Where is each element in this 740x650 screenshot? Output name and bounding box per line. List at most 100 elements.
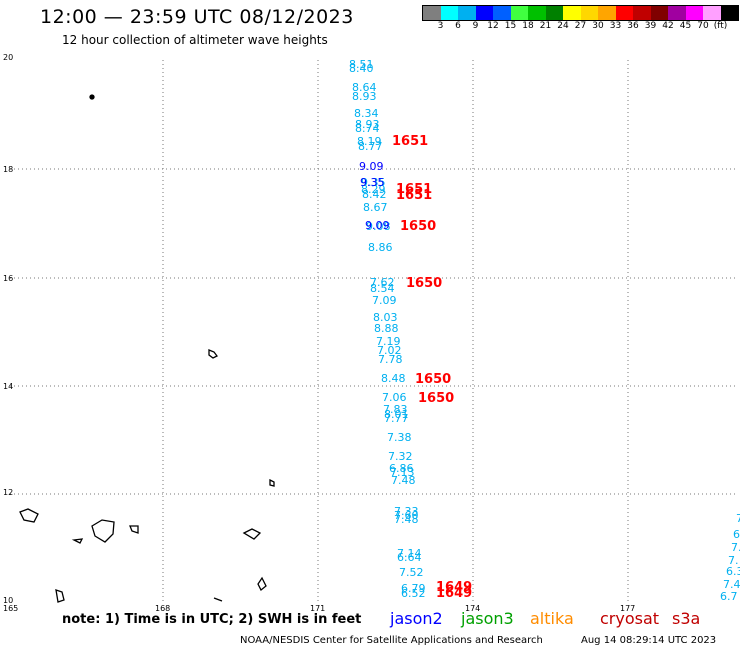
swh-value: 8.77 bbox=[358, 140, 383, 153]
color-scale-labels: 3 6 9 12 15 18 21 24 27 30 33 36 39 42 45 70 (ft) bbox=[422, 21, 740, 33]
coastlines bbox=[19, 94, 275, 603]
swh-value: 7.06 bbox=[382, 391, 407, 404]
island bbox=[129, 525, 139, 534]
color-scale-bar bbox=[422, 5, 739, 21]
color-swatch bbox=[720, 6, 738, 20]
swh-value: 7.13 bbox=[390, 466, 415, 479]
swh-value: 7.14 bbox=[397, 547, 422, 560]
color-scale-label: 6 bbox=[455, 21, 461, 31]
color-swatch bbox=[475, 6, 493, 20]
credit-line: NOAA/NESDIS Center for Satellite Applica… bbox=[240, 635, 543, 646]
color-scale-label: 12 bbox=[487, 21, 499, 31]
pass-time: 1651 bbox=[396, 188, 432, 203]
x-tick-label: 177 bbox=[620, 604, 635, 613]
swh-value: 8.67 bbox=[363, 201, 388, 214]
map-gridlines bbox=[10, 60, 738, 601]
edge-swh-values: 7 6 7. 7. 6.3 7.4 6.7 bbox=[720, 512, 740, 603]
color-swatch bbox=[458, 6, 476, 20]
color-swatch bbox=[510, 6, 528, 20]
color-swatch bbox=[615, 6, 633, 20]
swh-value: 8.03 bbox=[373, 311, 398, 324]
pass-time: 1650 bbox=[406, 276, 442, 291]
pass-time: 1650 bbox=[415, 372, 451, 387]
swh-value: 6 bbox=[733, 528, 740, 541]
jason2-swh-values: 9.09 9.35 9.09 bbox=[359, 160, 390, 232]
island bbox=[71, 538, 84, 544]
footer-note: note: 1) Time is in UTC; 2) SWH is in fe… bbox=[62, 612, 362, 627]
color-scale-label: 21 bbox=[539, 21, 552, 31]
pass-time-labels: 1651 1651 1651 1650 1650 1650 1650 1649 … bbox=[392, 134, 472, 601]
jason3-swh-values: 8.51 8.40 8.64 8.93 8.34 8.93 8.74 8.19 … bbox=[349, 58, 426, 600]
color-swatch bbox=[545, 6, 563, 20]
swh-value: 8.19 bbox=[357, 135, 382, 148]
swh-value: 7.78 bbox=[378, 353, 403, 366]
legend-cryosat: cryosat bbox=[600, 609, 660, 628]
swh-value: 8.88 bbox=[374, 322, 399, 335]
y-tick-label: 20 bbox=[3, 53, 13, 62]
swh-value: 8.51 bbox=[349, 58, 374, 71]
swh-value: 6.64 bbox=[397, 551, 422, 564]
swh-value: 8.48 bbox=[381, 372, 406, 385]
color-scale-label: 15 bbox=[504, 21, 517, 31]
swh-value: 6.52 bbox=[401, 587, 426, 600]
color-swatch bbox=[563, 6, 581, 20]
swh-value: 8.29 bbox=[361, 183, 386, 196]
island bbox=[91, 519, 115, 543]
x-tick-label: 168 bbox=[155, 604, 170, 613]
color-swatch bbox=[423, 6, 441, 20]
swh-value: 8.86 bbox=[368, 241, 393, 254]
color-scale-label: 70 bbox=[697, 21, 709, 31]
color-scale-label: 18 bbox=[522, 21, 534, 31]
island bbox=[213, 597, 223, 602]
pass-time: 1651 bbox=[396, 182, 432, 197]
swh-value: 9.09 bbox=[359, 160, 384, 173]
color-swatch bbox=[598, 6, 616, 20]
y-tick-label: 14 bbox=[3, 382, 13, 391]
swh-value: 9.08 bbox=[366, 220, 391, 233]
swh-value: 7.38 bbox=[387, 431, 412, 444]
y-tick-label: 16 bbox=[3, 274, 13, 283]
x-tick-label: 171 bbox=[310, 604, 325, 613]
swh-value: 7.48 bbox=[394, 513, 419, 526]
swh-value: 8.54 bbox=[370, 282, 395, 295]
color-scale-label: 36 bbox=[627, 21, 639, 31]
x-tick-label: 165 bbox=[3, 604, 18, 613]
y-tick-label: 18 bbox=[3, 165, 13, 174]
pass-time: 1649 bbox=[436, 580, 472, 595]
swh-value: 8.64 bbox=[352, 81, 377, 94]
color-scale-label: 30 bbox=[592, 21, 604, 31]
island bbox=[19, 508, 39, 523]
island bbox=[89, 94, 95, 100]
map-subtitle: 12 hour collection of altimeter wave hei… bbox=[62, 33, 328, 47]
generated-timestamp: Aug 14 08:29:14 UTC 2023 bbox=[581, 635, 717, 646]
pass-time: 1649 bbox=[436, 586, 472, 601]
swh-value: 6.86 bbox=[389, 462, 414, 475]
color-swatch bbox=[528, 6, 546, 20]
color-scale-label: 3 bbox=[437, 21, 444, 31]
swh-value: 7.09 bbox=[372, 294, 397, 307]
color-swatch bbox=[703, 6, 721, 20]
swh-value: 7.48 bbox=[391, 474, 416, 487]
legend-s3a: s3a bbox=[672, 609, 701, 628]
color-swatch bbox=[685, 6, 703, 20]
swh-value: 7.60 bbox=[394, 509, 419, 522]
swh-value: 7.77 bbox=[384, 412, 409, 425]
x-tick-label: 174 bbox=[465, 604, 480, 613]
color-scale-label: 42 bbox=[662, 21, 674, 31]
island bbox=[269, 478, 275, 487]
color-swatch bbox=[633, 6, 651, 20]
swh-value: 8.34 bbox=[354, 107, 379, 120]
y-tick-label: 10 bbox=[3, 596, 13, 605]
color-scale-label: 39 bbox=[644, 21, 657, 31]
color-scale-label: 45 bbox=[679, 21, 692, 31]
swh-value: 9.35 bbox=[360, 176, 385, 189]
swh-value: 6.7 bbox=[720, 590, 738, 603]
swh-value: 7.02 bbox=[377, 344, 402, 357]
color-scale-label: 33 bbox=[609, 21, 622, 31]
swh-value: 8.93 bbox=[355, 118, 380, 131]
color-scale-label: 24 bbox=[557, 21, 569, 31]
swh-value: 8.74 bbox=[355, 122, 380, 135]
color-swatch bbox=[668, 6, 686, 20]
swh-value: 7.62 bbox=[370, 276, 395, 289]
